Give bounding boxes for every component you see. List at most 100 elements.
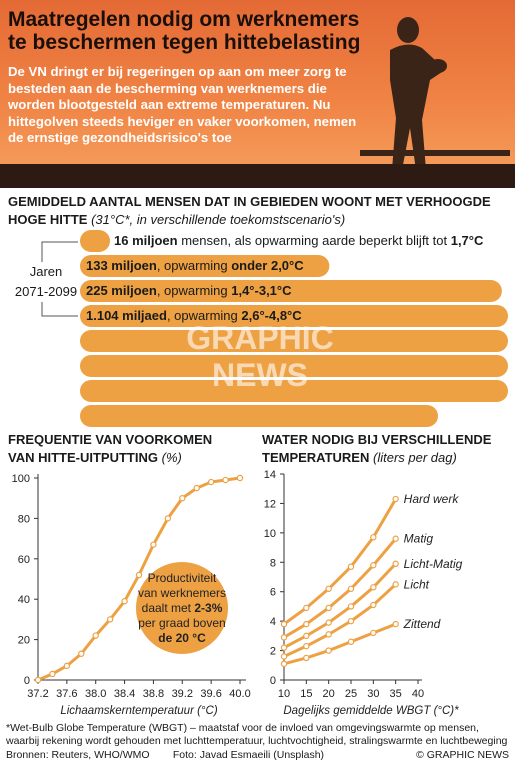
population-title-text: GEMIDDELD AANTAL MENSEN DAT IN GEBIEDEN … — [8, 194, 491, 227]
x-tick-label: 37.2 — [27, 688, 48, 700]
population-bar — [80, 280, 502, 302]
population-range: 1,4°-3,1°C — [231, 283, 292, 298]
callout-line: Productiviteit — [148, 571, 217, 585]
y-tick-label: 40 — [18, 594, 30, 606]
water-need-chart: 0 2 4 6 8 10 12 14 10 15 20 25 30 35 40 Hard werk Matig L… — [264, 469, 463, 717]
callout-temperature: de 20 °C — [158, 631, 206, 645]
water-point — [280, 620, 288, 628]
x-tick-label: 30 — [367, 688, 379, 700]
population-label: 133 miljoen, opwarming onder 2,0°C — [86, 255, 304, 277]
y-tick-label: 10 — [264, 528, 276, 540]
heat-point — [150, 541, 157, 548]
series-label: Zittend — [403, 617, 441, 631]
water-point — [347, 603, 355, 610]
water-series-line — [283, 498, 397, 626]
water-chart-title-line2: TEMPERATUREN — [262, 450, 370, 465]
hero-banner: Maatregelen nodig om werknemers te besch… — [0, 0, 515, 188]
heat-chart-unit: (%) — [161, 450, 182, 465]
water-series-line — [283, 562, 397, 649]
series-label: Hard werk — [404, 492, 460, 506]
population-range: 1,7°C — [450, 233, 484, 248]
y-tick-label: 0 — [270, 675, 276, 687]
x-tick-label: 35 — [390, 688, 402, 700]
series-label: Licht-Matig — [404, 557, 463, 571]
population-label: 225 miljoen, opwarming 1,4°-3,1°C — [86, 280, 292, 302]
hero-ground — [0, 164, 515, 188]
source-line: Bronnen: Reuters, WHO/WMO Foto: Javad Es… — [6, 749, 324, 761]
heat-chart-title: FREQUENTIE VAN VOORKOMEN VAN HITTE-UITPU… — [8, 431, 258, 467]
page-deck: De VN dringt er bij regeringen op aan om… — [8, 64, 357, 145]
water-point — [303, 632, 310, 640]
series-label: Licht — [404, 577, 430, 591]
y-tick-label: 6 — [270, 587, 276, 599]
callout-circle — [136, 562, 228, 654]
heat-point — [121, 598, 128, 605]
callout-line: per graad boven — [138, 616, 225, 630]
population-bar — [80, 330, 508, 352]
water-point — [325, 604, 332, 612]
water-point — [303, 604, 310, 612]
sources: Bronnen: Reuters, WHO/WMO — [6, 749, 150, 761]
callout-percentage: 2-3% — [194, 601, 222, 615]
water-point — [280, 653, 288, 660]
water-point — [347, 585, 355, 592]
heat-chart-title-line1: FREQUENTIE VAN VOORKOMEN — [8, 432, 213, 447]
water-point — [370, 601, 377, 609]
heat-point — [78, 650, 85, 657]
y-tick-label: 2 — [270, 646, 276, 658]
x-tick-label: 40.0 — [229, 688, 250, 700]
water-point — [392, 560, 399, 567]
x-axis-label: Dagelijks gemiddelde WBGT (°C)* — [283, 705, 459, 717]
x-tick-label: 15 — [300, 688, 312, 700]
heat-exhaustion-chart: 0 20 40 60 80 100 37.2 37.6 38.0 38.4 38.8 39.2 39.6… — [12, 473, 251, 717]
water-point — [325, 619, 332, 626]
water-point — [392, 495, 399, 503]
y-tick-label: 12 — [264, 498, 276, 510]
callout-line: daalt met 2-3% — [142, 601, 223, 615]
heat-point — [193, 484, 200, 492]
y-tick-label: 80 — [18, 513, 30, 525]
heat-point — [222, 476, 229, 484]
y-tick-label: 100 — [12, 473, 30, 485]
population-desc: , opwarming — [166, 308, 242, 323]
period-label-line2: 2071-2099 — [14, 284, 78, 299]
y-tick-label: 8 — [270, 557, 276, 569]
water-point — [347, 563, 355, 570]
heat-point — [179, 495, 186, 502]
heat-point — [207, 478, 215, 486]
population-label: 1.104 miljaed, opwarming 2,6°-4,8°C — [86, 305, 302, 327]
callout-line: van werknemers — [138, 586, 226, 600]
x-tick-label: 37.6 — [56, 688, 77, 700]
water-chart-title-line1: WATER NODIG BIJ VERSCHILLENDE — [262, 432, 492, 447]
water-point — [347, 617, 355, 625]
population-amount: 1.104 miljaed — [86, 308, 167, 323]
y-tick-label: 60 — [18, 554, 30, 566]
heat-chart-title-line2: VAN HITTE-UITPUTTING — [8, 450, 158, 465]
population-amount: 16 miljoen — [114, 233, 178, 248]
water-series-line — [283, 537, 397, 639]
x-tick-label: 38.8 — [143, 688, 164, 700]
heat-point — [92, 632, 99, 639]
x-tick-label: 25 — [345, 688, 357, 700]
population-subtitle: (31°C*, in verschillende toekomstscenari… — [91, 212, 346, 227]
x-tick-label: 38.0 — [85, 688, 106, 700]
water-point — [325, 647, 332, 654]
water-point — [303, 654, 310, 662]
population-desc: , opwarming — [156, 258, 232, 273]
population-label: 16 miljoen mensen, als opwarming aarde b… — [114, 230, 483, 252]
y-tick-label: 14 — [264, 469, 276, 481]
population-bar — [80, 305, 508, 327]
x-tick-label: 40 — [412, 688, 424, 700]
water-point — [325, 631, 332, 638]
water-chart-unit: (liters per dag) — [373, 450, 457, 465]
page-title: Maatregelen nodig om werknemers te besch… — [8, 8, 361, 54]
water-point — [370, 629, 377, 637]
water-series-line — [283, 622, 397, 666]
water-point — [392, 535, 399, 542]
heat-point — [236, 474, 244, 482]
population-bar — [80, 230, 110, 252]
population-desc: , opwarming — [156, 283, 232, 298]
water-point — [325, 585, 332, 592]
population-bar — [80, 255, 330, 277]
